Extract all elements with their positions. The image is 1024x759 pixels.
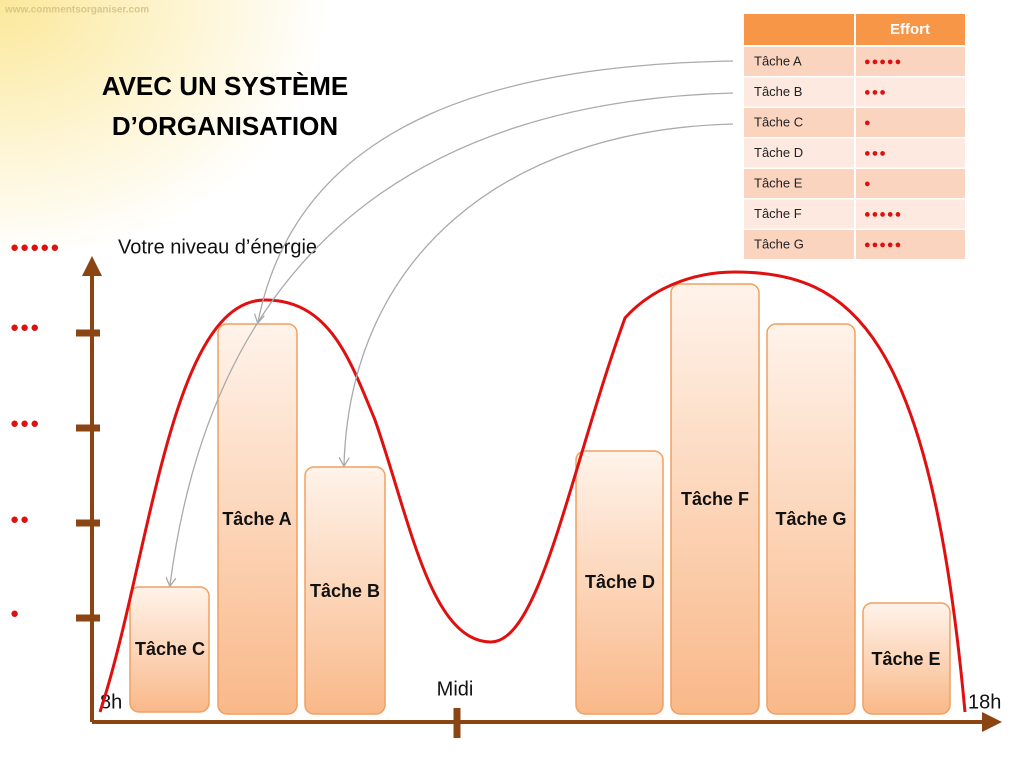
task-name: Tâche C — [754, 114, 803, 129]
task-bar — [766, 323, 856, 715]
effort-dots: ●●●●● — [864, 239, 902, 251]
task-label: Tâche A — [222, 509, 291, 529]
effort-dots: ●●● — [864, 147, 887, 159]
task-label: Tâche F — [681, 489, 749, 509]
effort-dots: ●●● — [864, 86, 887, 98]
title: AVEC UN SYSTÈME — [102, 71, 349, 101]
table-body: Tâche A ●●●●●Tâche B ●●●Tâche C ●Tâche D ●●●… — [744, 47, 965, 259]
task-label: Tâche C — [135, 639, 205, 659]
task-name: Tâche F — [754, 206, 802, 221]
table-cell — [856, 199, 965, 229]
table-cell — [856, 230, 965, 259]
table-header — [744, 14, 854, 45]
task-label: Tâche D — [585, 572, 655, 592]
table-cell — [744, 47, 854, 76]
level: ●●● — [10, 319, 40, 336]
table-cell — [856, 169, 965, 198]
task-name: Tâche A — [754, 53, 802, 68]
level: ●●●●● — [10, 239, 60, 256]
table-cell — [744, 230, 854, 259]
table-cell — [856, 47, 965, 76]
title: D’ORGANISATION — [112, 111, 338, 141]
table-header-text: Effort — [890, 21, 930, 38]
table-cell — [856, 138, 965, 168]
table-cell — [744, 77, 854, 107]
connector — [258, 60, 734, 322]
level: ●● — [10, 511, 30, 528]
level: ●●● — [10, 415, 40, 432]
table-cell — [744, 108, 854, 137]
table-cell — [744, 199, 854, 229]
task-label: Tâche B — [310, 581, 380, 601]
watermark: www.commentsorganiser.com — [4, 5, 149, 16]
effort-dots: ●●●●● — [864, 208, 902, 220]
x-label: Midi — [437, 678, 474, 700]
level: ● — [10, 605, 20, 622]
task-bar — [670, 283, 760, 715]
connector — [344, 123, 734, 465]
y-axis-label: Votre niveau d’énergie — [118, 236, 317, 258]
task-bar — [575, 450, 664, 715]
table-cell — [744, 138, 854, 168]
task-label: Tâche G — [775, 509, 846, 529]
table-cell — [744, 169, 854, 198]
effort-dots: ●●●●● — [864, 56, 902, 68]
task-name: Tâche D — [754, 145, 803, 160]
table-cell — [856, 77, 965, 107]
effort-dots: ● — [864, 178, 872, 190]
table-cell — [856, 108, 965, 137]
task-name: Tâche G — [754, 236, 804, 251]
table-header — [856, 14, 965, 45]
connector — [170, 92, 734, 585]
effort-dots: ● — [864, 117, 872, 129]
x-label: 18h — [968, 691, 1001, 713]
task-name: Tâche E — [754, 175, 803, 190]
task-name: Tâche B — [754, 84, 802, 99]
task-bar — [862, 602, 951, 715]
energy-curve — [98, 270, 967, 713]
task-label: Tâche E — [871, 649, 940, 669]
